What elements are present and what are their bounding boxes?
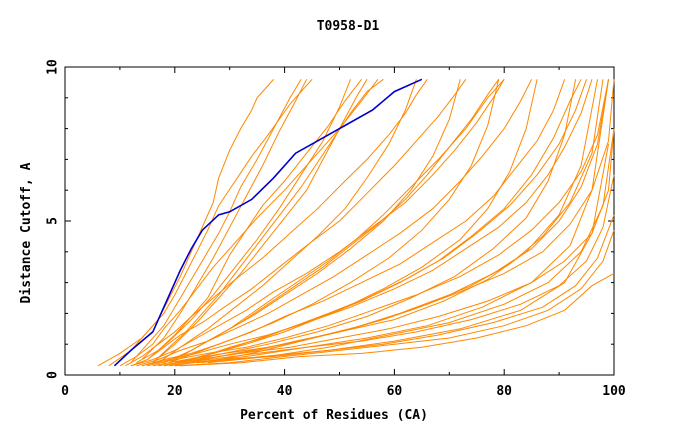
series-line	[130, 79, 302, 364]
series-line	[169, 79, 500, 364]
series-line	[141, 79, 593, 367]
x-axis-label: Percent of Residues (CA)	[240, 408, 428, 423]
series-line	[202, 79, 609, 364]
series-line	[207, 128, 615, 364]
series-line	[119, 78, 379, 367]
x-tick-label: 20	[167, 384, 183, 399]
series-line	[185, 79, 598, 364]
x-tick-label: 100	[602, 384, 626, 399]
series-line	[163, 78, 505, 364]
series-line	[152, 78, 384, 364]
x-tick-label: 60	[387, 384, 403, 399]
highlight-series-layer	[113, 78, 423, 367]
series-line	[180, 79, 582, 364]
x-tick-label: 80	[496, 384, 512, 399]
series-line	[130, 79, 467, 367]
series-line	[152, 79, 368, 364]
x-tick-label: 0	[61, 384, 69, 399]
highlight-series-line	[113, 78, 423, 367]
series-line	[158, 79, 417, 364]
series-line	[180, 272, 615, 367]
y-tick-label: 5	[46, 217, 61, 225]
series-line	[163, 174, 615, 367]
x-tick-label: 40	[277, 384, 293, 399]
series-line	[130, 79, 505, 367]
series-line	[141, 79, 308, 360]
chart-title: T0958-D1	[317, 19, 380, 34]
axis-ticks: 0 20 40 60 80 100 0 5 10	[46, 59, 626, 399]
series-line	[125, 79, 428, 367]
y-tick-label: 10	[46, 59, 61, 75]
series-line	[152, 79, 615, 367]
y-tick-label: 0	[46, 371, 61, 379]
series-line	[136, 78, 362, 364]
series-line	[136, 79, 533, 367]
series-lines	[97, 78, 615, 367]
series-line	[169, 79, 500, 364]
series-line	[191, 79, 609, 364]
series-line	[174, 230, 615, 367]
series-line	[141, 79, 566, 367]
y-axis-label: Distance Cutoff, A	[19, 162, 34, 303]
series-line	[185, 79, 604, 364]
series-line	[180, 79, 577, 364]
series-line	[108, 78, 313, 367]
series-line	[146, 79, 351, 360]
